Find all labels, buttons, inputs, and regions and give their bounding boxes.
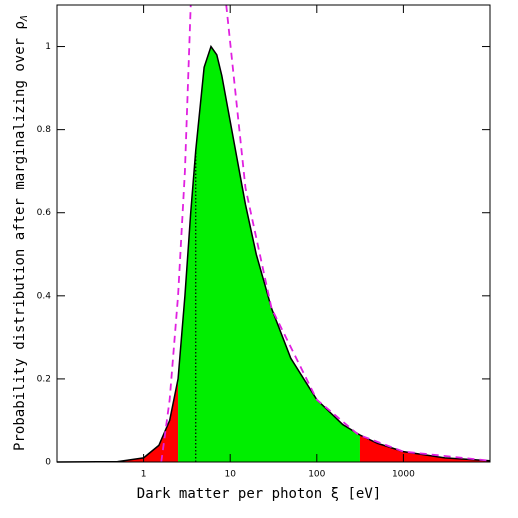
shaded-region [57, 378, 179, 462]
asymptote [225, 5, 490, 462]
y-tick-label: 0.6 [37, 208, 52, 218]
x-tick-label: 10 [224, 470, 236, 480]
y-axis-label: Probability distribution after marginali… [12, 15, 30, 451]
y-tick-label: 1 [45, 42, 51, 52]
fills [57, 46, 490, 462]
y-tick-label: 0 [45, 458, 51, 468]
asymptote [160, 5, 192, 462]
y-axis-label-main: Probability distribution after marginali… [12, 21, 28, 451]
x-tick-label: 1 [141, 470, 147, 480]
shaded-region [359, 434, 490, 462]
plot-frame [56, 4, 491, 463]
x-axis-label: Dark matter per photon ξ [eV] [137, 486, 381, 502]
x-tick-label: 100 [308, 470, 325, 480]
shaded-region [178, 46, 360, 462]
x-tick-label: 1000 [392, 470, 415, 480]
curve [56, 44, 491, 463]
y-tick-label: 0.2 [37, 374, 51, 384]
y-tick-label: 0.8 [37, 125, 52, 135]
y-tick-label: 0.4 [37, 291, 52, 301]
y-axis-label-sub: Λ [19, 15, 30, 22]
